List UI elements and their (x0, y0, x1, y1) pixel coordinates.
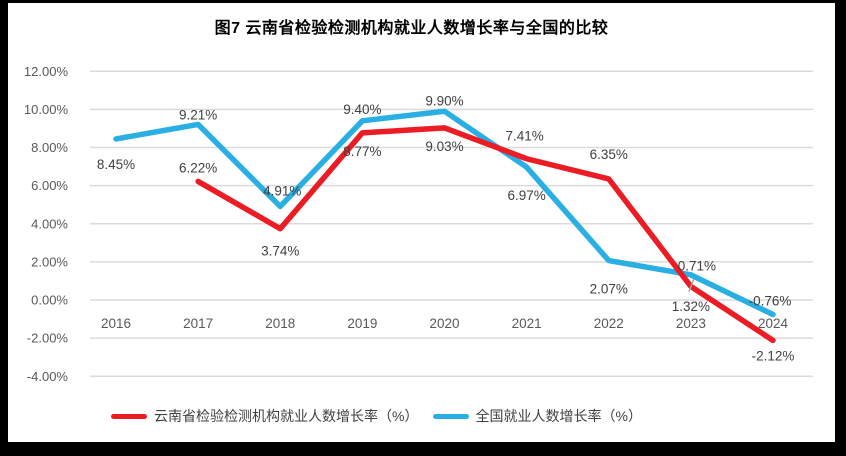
legend-line-icon-national (432, 413, 469, 419)
data-label: 9.40% (343, 102, 381, 117)
data-label: 9.03% (425, 139, 463, 154)
data-label: 6.97% (507, 188, 545, 203)
data-label: 8.45% (97, 157, 135, 172)
legend-label-yunnan: 云南省检验检测机构就业人数增长率（%） (154, 408, 419, 424)
data-label: 6.35% (590, 147, 628, 162)
chart-legend: 云南省检验检测机构就业人数增长率（%） 全国就业人数增长率（%） (0, 406, 790, 426)
legend-item-national: 全国就业人数增长率（%） (432, 406, 642, 426)
x-axis-tick-label: 2023 (676, 316, 706, 331)
x-axis-tick-label: 2018 (265, 316, 295, 331)
y-axis-tick-label: 6.00% (31, 178, 68, 193)
x-axis-tick-label: 2019 (347, 316, 377, 331)
data-label: 8.77% (343, 144, 381, 159)
data-label: 9.21% (179, 107, 217, 122)
data-label: 6.22% (179, 160, 217, 175)
x-axis-tick-label: 2020 (429, 316, 459, 331)
x-axis-tick-label: 2022 (594, 316, 624, 331)
y-axis-tick-label: 2.00% (31, 254, 68, 269)
legend-label-national: 全国就业人数增长率（%） (475, 408, 642, 424)
y-axis-tick-label: 12.00% (24, 64, 69, 79)
data-label: 0.71% (678, 258, 716, 273)
data-label: 1.32% (672, 299, 710, 314)
data-label: 7.41% (505, 129, 543, 144)
data-label: 9.90% (425, 93, 463, 108)
series-line-national (113, 108, 776, 318)
x-axis-tick-label: 2017 (183, 316, 213, 331)
y-axis-tick-label: 10.00% (24, 102, 69, 117)
x-axis-tick-label: 2021 (512, 316, 542, 331)
x-axis-tick-label: 2024 (758, 316, 789, 331)
data-label: 2.07% (590, 282, 628, 297)
y-axis-tick-label: 0.00% (31, 293, 68, 308)
y-axis-tick-label: -2.00% (27, 331, 69, 346)
data-label-leader-line (688, 278, 695, 293)
legend-item-yunnan: 云南省检验检测机构就业人数增长率（%） (111, 406, 419, 426)
series-line-yunnan (195, 125, 776, 344)
legend-line-icon-yunnan (111, 413, 148, 419)
y-axis-tick-label: 8.00% (31, 140, 68, 155)
data-label: 4.91% (263, 183, 301, 198)
data-label: -0.76% (749, 293, 792, 308)
x-axis-tick-label: 2016 (101, 316, 131, 331)
y-axis-tick-label: -4.00% (27, 369, 69, 384)
data-label: 3.74% (261, 244, 299, 259)
chart-title: 图7 云南省检验检测机构就业人数增长率与全国的比较 (214, 20, 609, 37)
y-axis-tick-label: 4.00% (31, 216, 68, 231)
chart-panel: 12.00% 10.00% 8.00% 6.00% 4.00% 2.00% 0.00% -2.… (8, 3, 835, 442)
data-label: -2.12% (752, 348, 795, 363)
line-chart: 12.00% 10.00% 8.00% 6.00% 4.00% 2.00% 0.00% -2.… (24, 64, 813, 384)
